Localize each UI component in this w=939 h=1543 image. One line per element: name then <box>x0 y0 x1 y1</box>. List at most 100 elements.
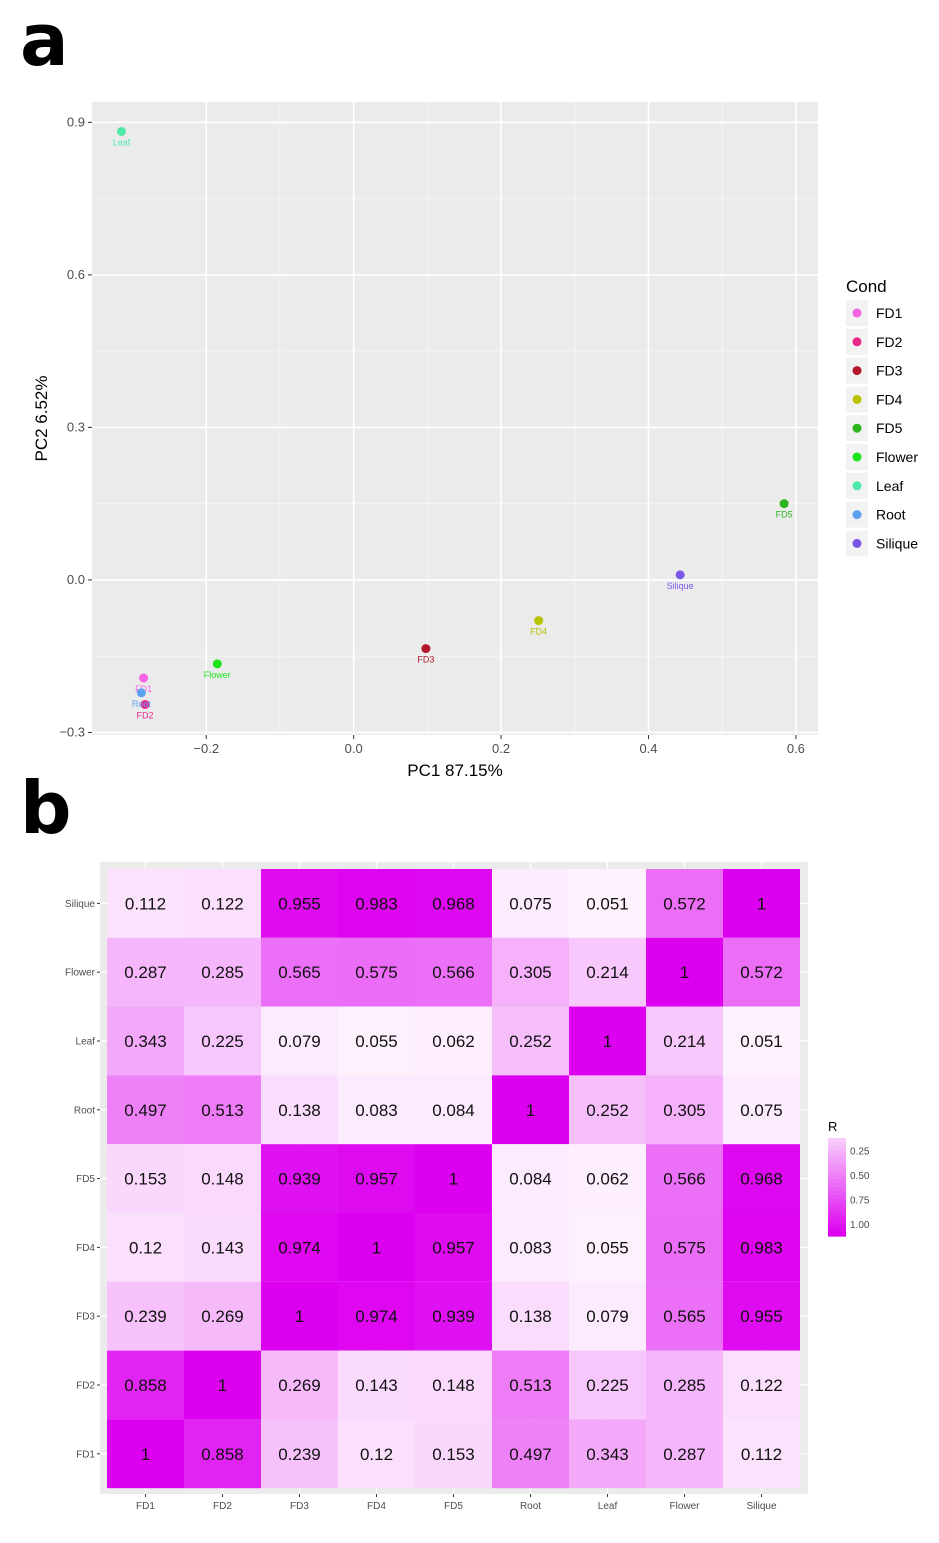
cell-fd2-leaf <box>569 1350 646 1420</box>
legend-label-fd1: FD1 <box>876 305 903 321</box>
cell-label-fd4-leaf: 0.055 <box>586 1238 629 1257</box>
cell-fd5-fd1 <box>107 1144 184 1213</box>
cell-label-leaf-fd5: 0.062 <box>432 1032 475 1051</box>
cell-leaf-fd2 <box>184 1006 261 1076</box>
cell-label-flower-fd1: 0.287 <box>124 963 167 982</box>
cell-label-fd4-root: 0.083 <box>509 1238 552 1257</box>
cell-label-leaf-fd3: 0.079 <box>278 1032 321 1051</box>
cell-leaf-fd3 <box>261 1006 338 1076</box>
y-tick-label: 0.0 <box>67 572 85 587</box>
cell-root-fd4 <box>338 1075 415 1145</box>
legend-label-silique: Silique <box>876 535 918 551</box>
cell-label-flower-silique: 0.572 <box>740 963 783 982</box>
heatmap-y-tick-label: FD4 <box>76 1243 95 1254</box>
cell-root-root <box>492 1075 569 1145</box>
cell-label-flower-fd4: 0.575 <box>355 963 398 982</box>
cell-label-fd5-fd5: 1 <box>449 1170 458 1189</box>
cell-fd2-root <box>492 1350 569 1420</box>
cell-label-fd5-fd1: 0.153 <box>124 1170 167 1189</box>
cell-label-fd4-fd2: 0.143 <box>201 1238 244 1257</box>
pca-scatter-chart: −0.2 0.0 0.2 0.4 0.6 −0.3 0.0 0.3 0.6 0.9 PC1 87.1… <box>32 102 918 780</box>
cell-fd1-root <box>492 1419 569 1489</box>
legend-title: Cond <box>846 277 887 296</box>
heatmap-legend-break: 0.75 <box>850 1196 870 1207</box>
cell-label-flower-leaf: 0.214 <box>586 963 629 982</box>
cell-label-fd4-fd1: 0.12 <box>129 1238 162 1257</box>
heatmap-x-tick-label: FD1 <box>136 1501 155 1512</box>
cell-label-root-leaf: 0.252 <box>586 1101 629 1120</box>
cell-label-leaf-flower: 0.214 <box>663 1032 706 1051</box>
cell-flower-flower <box>646 937 723 1007</box>
cell-root-fd5 <box>415 1075 492 1145</box>
heatmap-legend-swatch <box>828 1207 846 1213</box>
cell-label-fd2-leaf: 0.225 <box>586 1376 629 1395</box>
cell-label-flower-fd2: 0.285 <box>201 963 244 982</box>
point-fd5 <box>779 499 789 509</box>
cell-silique-fd5 <box>415 869 492 938</box>
heatmap-legend-swatch <box>828 1215 846 1221</box>
heatmap-legend-title: R <box>828 1119 837 1134</box>
heatmap-legend-break: 0.50 <box>850 1171 870 1182</box>
cell-fd2-fd3 <box>261 1350 338 1420</box>
cell-label-fd3-flower: 0.565 <box>663 1307 706 1326</box>
cell-label-fd2-fd1: 0.858 <box>124 1376 167 1395</box>
cell-label-fd4-fd4: 1 <box>372 1238 381 1257</box>
cell-fd3-fd4 <box>338 1281 415 1351</box>
cell-flower-root <box>492 937 569 1007</box>
cell-label-fd3-fd1: 0.239 <box>124 1307 167 1326</box>
cell-label-leaf-root: 0.252 <box>509 1032 552 1051</box>
cell-label-flower-fd3: 0.565 <box>278 963 321 982</box>
cell-label-fd2-fd3: 0.269 <box>278 1376 321 1395</box>
cell-label-silique-flower: 0.572 <box>663 894 706 913</box>
cell-label-leaf-silique: 0.051 <box>740 1032 783 1051</box>
cell-root-silique <box>723 1075 800 1145</box>
cell-label-fd5-root: 0.084 <box>509 1170 552 1189</box>
cell-label-root-silique: 0.075 <box>740 1101 783 1120</box>
cell-root-fd1 <box>107 1075 184 1145</box>
heatmap-legend-swatch <box>828 1158 846 1164</box>
legend-key-fd2 <box>852 337 862 347</box>
cell-label-silique-fd2: 0.122 <box>201 894 244 913</box>
heatmap-legend-swatch <box>828 1219 846 1225</box>
cell-leaf-silique <box>723 1006 800 1076</box>
cell-label-fd5-fd3: 0.939 <box>278 1170 321 1189</box>
heatmap-legend-swatch <box>828 1154 846 1160</box>
cell-label-flower-root: 0.305 <box>509 963 552 982</box>
cell-root-flower <box>646 1075 723 1145</box>
cell-label-fd4-fd3: 0.974 <box>278 1238 321 1257</box>
cell-label-fd1-root: 0.497 <box>509 1445 552 1464</box>
cell-silique-root <box>492 869 569 938</box>
x-tick-label: 0.4 <box>639 741 657 756</box>
cell-label-fd3-fd4: 0.974 <box>355 1307 398 1326</box>
plot-panel <box>92 102 818 735</box>
point-label-fd2: FD2 <box>137 710 154 720</box>
cell-label-fd1-fd5: 0.153 <box>432 1445 475 1464</box>
cell-fd5-fd2 <box>184 1144 261 1213</box>
heatmap-legend-swatch <box>828 1182 846 1188</box>
cell-fd5-fd4 <box>338 1144 415 1213</box>
legend-label-fd5: FD5 <box>876 420 903 436</box>
cell-label-fd4-fd5: 0.957 <box>432 1238 475 1257</box>
cell-label-fd5-fd4: 0.957 <box>355 1170 398 1189</box>
cell-fd2-silique <box>723 1350 800 1420</box>
point-fd4 <box>534 616 544 626</box>
point-fd1 <box>139 673 149 683</box>
cell-fd5-fd3 <box>261 1144 338 1213</box>
cell-fd4-fd3 <box>261 1213 338 1282</box>
heatmap-y-tick-label: Flower <box>65 968 96 979</box>
point-label-fd4: FD4 <box>530 627 547 637</box>
x-tick-label: 0.6 <box>787 741 805 756</box>
cell-fd3-silique <box>723 1281 800 1351</box>
cell-label-root-flower: 0.305 <box>663 1101 706 1120</box>
heatmap-legend-swatch <box>828 1174 846 1180</box>
cell-label-fd5-silique: 0.968 <box>740 1170 783 1189</box>
cell-label-leaf-fd1: 0.343 <box>124 1032 167 1051</box>
cell-fd4-fd5 <box>415 1213 492 1282</box>
heatmap-legend-swatch <box>828 1150 846 1155</box>
cell-fd5-leaf <box>569 1144 646 1213</box>
point-flower <box>212 659 222 669</box>
legend-label-fd2: FD2 <box>876 334 903 350</box>
heatmap-legend-swatch <box>828 1146 846 1151</box>
heatmap-legend-swatch <box>828 1187 846 1192</box>
heatmap-legend-swatch <box>828 1166 846 1172</box>
